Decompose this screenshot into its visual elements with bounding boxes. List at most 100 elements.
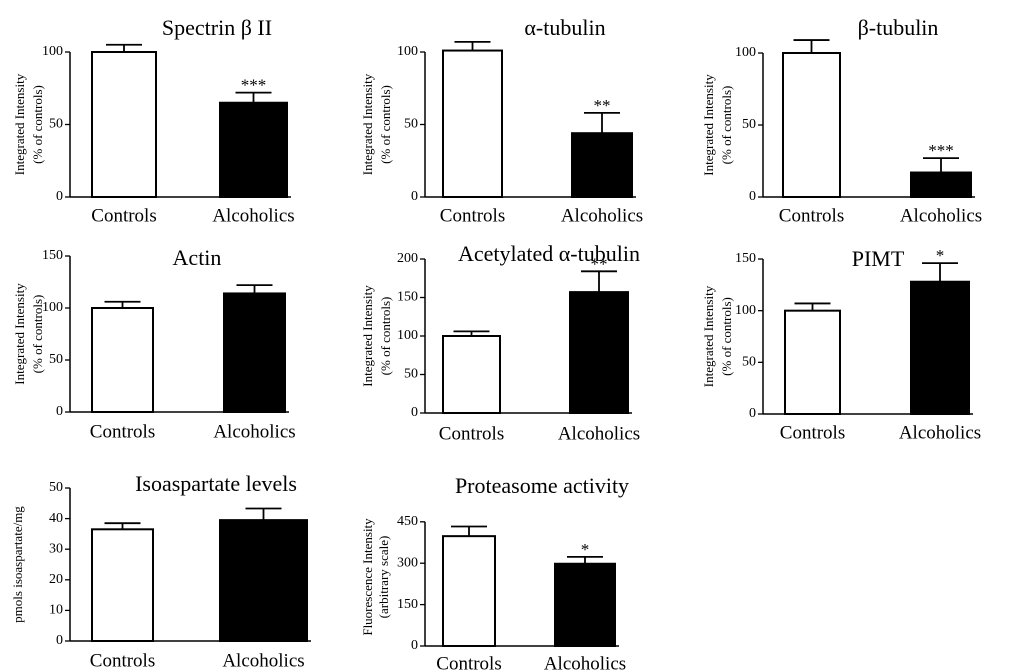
y-tick-label: 100 [397, 328, 418, 343]
bar-controls [91, 307, 154, 413]
chart-panel-6: PIMT Integrated Intensity (% of controls) 0… [701, 246, 981, 443]
bar-controls [442, 49, 503, 198]
x-category-label: Controls [436, 653, 501, 670]
y-tick-label: 0 [749, 406, 756, 421]
y-tick-label: 10 [49, 603, 63, 618]
x-category-label: Controls [779, 205, 844, 226]
y-axis-label: Integrated Intensity (% of controls) [12, 283, 45, 385]
y-tick-label: 50 [49, 117, 63, 132]
y-tick-label: 40 [49, 511, 63, 526]
y-tick-label: 50 [742, 117, 756, 132]
y-axis-label-line: (arbitrary scale) [376, 536, 391, 619]
y-tick-label: 200 [397, 251, 418, 266]
y-tick-label: 0 [56, 189, 63, 204]
y-axis-label: pmols isoaspartate/mg [10, 506, 25, 623]
x-category-label: Controls [90, 421, 155, 442]
chart-title: α-tubulin [524, 15, 605, 40]
x-category-label: Controls [90, 650, 155, 670]
y-tick-label: 450 [397, 514, 418, 529]
y-axis-label-line: (% of controls) [719, 86, 734, 165]
x-category-label: Controls [439, 423, 504, 444]
bar-alcoholics [569, 291, 629, 414]
bar-controls [91, 528, 154, 642]
y-axis-label: Integrated Intensity (% of controls) [701, 74, 734, 176]
x-category-label: Controls [440, 205, 505, 226]
y-axis-label-line: Integrated Intensity [701, 74, 716, 176]
chart-title: Actin [173, 245, 222, 270]
y-tick-label: 30 [49, 541, 63, 556]
chart-panel-4: Actin Integrated Intensity (% of controls)… [12, 245, 296, 442]
y-tick-label: 0 [749, 189, 756, 204]
bar-controls [442, 335, 501, 414]
chart-panel-5: Acetylated α-tubulin Integrated Intensity… [360, 241, 640, 444]
y-tick-label: 50 [742, 355, 756, 370]
bar-alcoholics [910, 280, 970, 415]
y-tick-label: 100 [735, 45, 756, 60]
y-tick-label: 100 [42, 44, 63, 59]
bar-alcoholics [910, 171, 972, 199]
x-category-label: Alcoholics [899, 422, 981, 443]
y-tick-label: 150 [42, 248, 63, 263]
significance-marker: * [581, 540, 590, 559]
bar-controls [91, 51, 157, 198]
y-tick-label: 0 [411, 638, 418, 653]
significance-marker: ** [594, 96, 611, 115]
y-axis-label-line: Integrated Intensity [701, 285, 716, 387]
y-axis-label-line: (% of controls) [30, 295, 45, 374]
bar-alcoholics [219, 519, 308, 643]
bar-alcoholics [571, 132, 633, 198]
chart-title: PIMT [852, 246, 905, 271]
bar-controls [784, 309, 841, 415]
x-category-label: Alcoholics [544, 653, 626, 670]
x-category-label: Controls [780, 422, 845, 443]
x-category-label: Alcoholics [558, 423, 640, 444]
bar-controls [782, 52, 841, 198]
y-tick-label: 0 [56, 404, 63, 419]
y-axis-label-line: Integrated Intensity [360, 73, 375, 175]
y-axis-label-line: (% of controls) [378, 85, 393, 164]
y-tick-label: 50 [404, 117, 418, 132]
y-axis-label-line: (% of controls) [30, 85, 45, 164]
chart-panel-3: β-tubulin Integrated Intensity (% of contr… [701, 15, 982, 226]
y-tick-label: 0 [411, 405, 418, 420]
y-tick-label: 150 [735, 251, 756, 266]
bar-alcoholics [554, 562, 616, 648]
y-tick-label: 0 [56, 633, 63, 648]
significance-marker: *** [241, 76, 267, 95]
chart-panel-2: α-tubulin Integrated Intensity (% of contr… [360, 15, 643, 226]
y-axis-label: Fluorescence Intensity(arbitrary scale) [360, 518, 391, 636]
y-axis-label-line: pmols isoaspartate/mg [10, 506, 25, 623]
y-axis-label-line: Integrated Intensity [12, 73, 27, 175]
y-tick-label: 150 [397, 290, 418, 305]
y-tick-label: 100 [735, 303, 756, 318]
chart-panel-1: Spectrin β II Integrated Intensity (% of c… [12, 15, 295, 226]
x-category-label: Alcoholics [212, 205, 294, 226]
y-axis-label: Integrated Intensity (% of controls) [12, 73, 45, 175]
chart-title: β-tubulin [858, 15, 939, 40]
y-axis-label: Integrated Intensity (% of controls) [360, 285, 393, 387]
chart-title: Isoaspartate levels [135, 471, 297, 496]
significance-marker: ** [591, 254, 608, 273]
y-tick-label: 150 [397, 597, 418, 612]
chart-panel-8: Proteasome activity Fluorescence Intensit… [360, 473, 629, 670]
y-tick-label: 100 [42, 300, 63, 315]
chart-panel-7: Isoaspartate levels pmols isoaspartate/mg… [10, 471, 311, 670]
y-axis-label-line: Fluorescence Intensity [360, 518, 375, 636]
significance-marker: * [936, 246, 945, 265]
y-tick-label: 0 [411, 189, 418, 204]
bar-alcoholics [219, 101, 288, 198]
y-tick-label: 50 [49, 480, 63, 495]
y-axis-label-line: (% of controls) [378, 297, 393, 376]
x-category-label: Alcoholics [561, 205, 643, 226]
chart-title: Spectrin β II [162, 15, 272, 40]
x-category-label: Alcoholics [222, 650, 304, 670]
y-axis-label-line: (% of controls) [719, 297, 734, 376]
y-tick-label: 300 [397, 555, 418, 570]
bar-alcoholics [223, 292, 286, 413]
chart-title: Proteasome activity [455, 473, 629, 498]
y-axis-label: Integrated Intensity (% of controls) [701, 285, 734, 387]
y-tick-label: 20 [49, 572, 63, 587]
y-axis-label-line: Integrated Intensity [360, 285, 375, 387]
x-category-label: Alcoholics [900, 205, 982, 226]
